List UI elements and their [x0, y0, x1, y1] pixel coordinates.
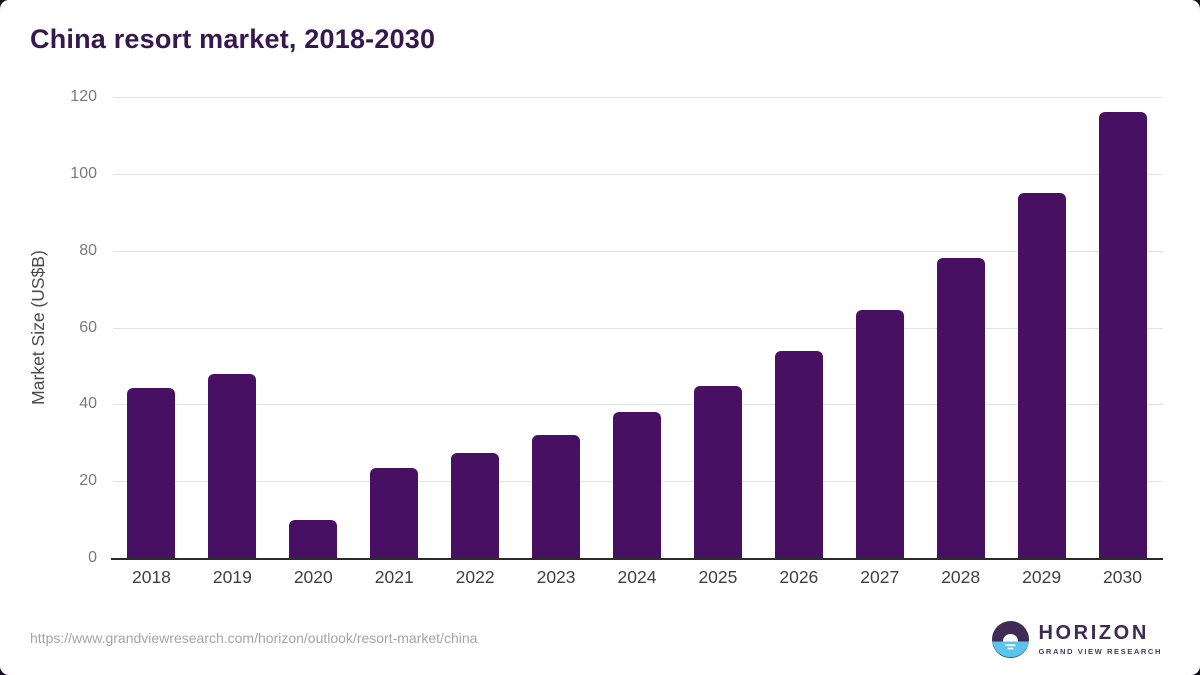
bar-2027 — [855, 310, 904, 558]
bar-slot-2020 — [273, 97, 354, 558]
y-tick-80: 80 — [79, 241, 97, 259]
x-tick-2030: 2030 — [1103, 567, 1142, 587]
x-tick-2025: 2025 — [698, 567, 738, 587]
x-tick-2020: 2020 — [293, 567, 333, 587]
x-tick-2018: 2018 — [131, 567, 171, 587]
x-tick-2026: 2026 — [779, 567, 819, 587]
y-tick-60: 60 — [79, 318, 97, 336]
bar-slot-2019 — [192, 97, 273, 558]
bar-2026 — [774, 350, 823, 558]
bar-2021 — [370, 468, 419, 558]
logo-subtitle: GRAND VIEW RESEARCH — [1038, 647, 1162, 656]
bar-slot-2018 — [111, 97, 192, 558]
plot-area — [111, 97, 1163, 560]
bar-2018 — [127, 388, 176, 558]
y-tick-20: 20 — [79, 472, 97, 490]
bar-2019 — [208, 374, 257, 558]
source-url: https://www.grandviewresearch.com/horizo… — [30, 630, 478, 646]
bar-slot-2025 — [677, 97, 758, 558]
bar-2020 — [289, 520, 338, 558]
x-tick-2029: 2029 — [1022, 567, 1062, 587]
x-tick-2028: 2028 — [941, 567, 981, 587]
bar-2024 — [612, 412, 661, 558]
gridline-60 — [113, 327, 1163, 329]
y-tick-0: 0 — [88, 549, 97, 566]
horizon-sun-icon — [992, 621, 1030, 658]
logo-name: HORIZON — [1038, 622, 1149, 644]
bar-2030 — [1098, 111, 1147, 558]
bar-2025 — [693, 385, 742, 558]
bar-2022 — [451, 453, 500, 558]
x-tick-2024: 2024 — [617, 567, 657, 587]
bar-slot-2027 — [839, 97, 920, 558]
x-tick-2019: 2019 — [212, 567, 252, 587]
x-tick-2021: 2021 — [374, 567, 414, 587]
bar-2028 — [936, 257, 985, 558]
bar-2029 — [1017, 193, 1066, 558]
gridline-100 — [113, 173, 1163, 175]
bar-slot-2022 — [435, 97, 516, 558]
x-tick-2027: 2027 — [860, 567, 900, 587]
y-tick-120: 120 — [70, 88, 97, 105]
bar-slot-2028 — [920, 97, 1001, 558]
logo-text-block: HORIZON GRAND VIEW RESEARCH — [1038, 623, 1162, 656]
y-tick-40: 40 — [79, 395, 97, 413]
bar-slot-2029 — [1001, 97, 1082, 558]
bar-slot-2023 — [516, 97, 597, 558]
bar-slot-2021 — [354, 97, 435, 558]
chart-title: China resort market, 2018-2030 — [30, 24, 436, 54]
gridline-120 — [113, 97, 1163, 98]
bar-slot-2024 — [597, 97, 678, 558]
bars-row — [111, 97, 1163, 558]
gridline-40 — [113, 404, 1163, 406]
gridline-80 — [113, 250, 1163, 252]
y-axis-ticks: 0 20 40 60 80 100 120 — [0, 88, 97, 566]
x-tick-2022: 2022 — [455, 567, 495, 587]
x-axis-labels: 2018 2019 2020 2021 2022 2023 2024 2025 2026 2027… — [111, 567, 1163, 588]
x-tick-2023: 2023 — [536, 567, 576, 587]
horizon-logo: HORIZON GRAND VIEW RESEARCH — [992, 621, 1162, 658]
bar-slot-2030 — [1082, 97, 1163, 558]
y-tick-100: 100 — [70, 164, 97, 182]
bar-2023 — [532, 434, 581, 558]
bar-slot-2026 — [758, 97, 839, 558]
